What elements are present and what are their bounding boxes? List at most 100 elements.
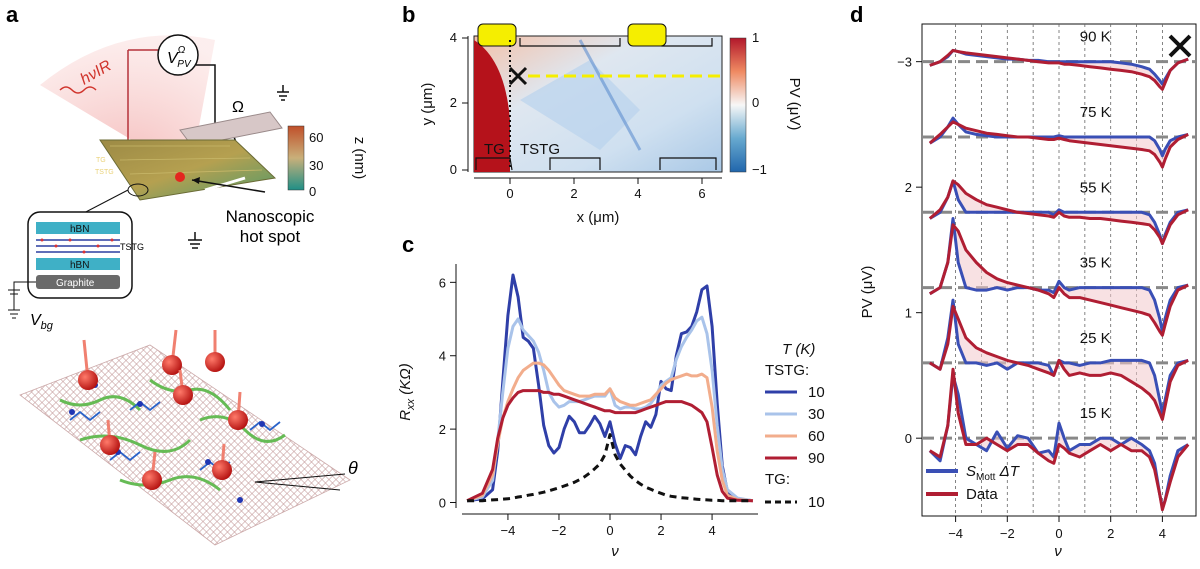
- d-data-line: [929, 367, 1190, 512]
- ground-icon: [277, 85, 289, 101]
- pv-blue-streak: [578, 39, 642, 151]
- c-series-line: [466, 361, 754, 503]
- z-colorbar-tick-30: 30: [309, 158, 323, 173]
- d-temperature-label: 35 K: [1080, 255, 1111, 272]
- b-xtick-6: 6: [698, 186, 705, 201]
- panel-c-letter: c: [402, 232, 414, 257]
- d-temperature-label: 25 K: [1080, 330, 1111, 347]
- c-xtick-label: −4: [501, 523, 516, 538]
- hbn-bottom-label: hBN: [70, 260, 89, 271]
- red-spins: [78, 329, 248, 490]
- battery-icon: [8, 289, 20, 295]
- zoom-line: [79, 189, 129, 216]
- hotspot-x-marker: [508, 66, 528, 86]
- hbn-top-layer: [36, 222, 120, 234]
- z-colorbar-tick-0: 0: [309, 184, 316, 199]
- top-contact-yellow-1: [477, 23, 517, 47]
- panel-c: c −4 −2 0 2 4 0 2 4 6 Rxx (KΩ) ν T (K) TSTG: 10 …: [397, 232, 825, 560]
- d-temperature-label: 75 K: [1080, 104, 1111, 121]
- c-lines: [466, 273, 754, 503]
- c-ytick-label: 2: [439, 422, 446, 437]
- d-lines: 15 K 25 K 35 K 55 K 75 K 90 K: [928, 29, 1190, 512]
- d-xtick-label: −2: [1000, 526, 1015, 541]
- c-legend: T (K) TSTG: 10 30 60 90 TG: 10: [765, 341, 825, 511]
- d-legend-smott: SMott ΔT: [966, 463, 1021, 483]
- c-legend-label-tg10: 10: [808, 494, 825, 511]
- pv-colorbar-tick-1: 1: [752, 30, 759, 45]
- pv-colorbar: [729, 37, 747, 173]
- d-xtick-label: −4: [948, 526, 963, 541]
- hotspot-label-line2: hot spot: [240, 227, 301, 246]
- b-ytick-0: 0: [450, 162, 457, 177]
- wire-right: [196, 64, 216, 150]
- d-ytick-label: 1: [905, 306, 912, 321]
- pv-hot-region: [474, 40, 510, 172]
- d-ylabel: PV (μV): [859, 266, 876, 319]
- vbg-label: Vbg: [30, 312, 54, 332]
- d-xtick-label: 2: [1107, 526, 1114, 541]
- c-legend-label-90: 90: [808, 450, 825, 467]
- c-series-line: [467, 433, 753, 503]
- tstg-device-label: TSTG: [95, 169, 114, 176]
- theta-line-2: [254, 481, 341, 491]
- pv-blue-region: [520, 60, 640, 150]
- c-xtick-label: −2: [552, 523, 567, 538]
- d-data-line: [929, 48, 1189, 91]
- d-data-line: [928, 179, 1189, 246]
- c-series-line: [466, 273, 754, 503]
- c-ylabel: Rxx (KΩ): [397, 363, 417, 420]
- d-xtick-label: 4: [1159, 526, 1166, 541]
- c-legend-tg: TG:: [765, 471, 790, 488]
- d-x-marker: [1168, 34, 1192, 58]
- hot-spot-marker: [175, 172, 185, 182]
- b-y-axis: 0 2 4 y (μm): [419, 30, 469, 177]
- tg-region-label: TG: [484, 141, 505, 158]
- c-ytick-label: 6: [439, 275, 446, 290]
- c-series-line: [466, 315, 754, 503]
- b-xtick-2: 2: [570, 186, 577, 201]
- d-data-line: [929, 304, 1189, 421]
- tstg-inset-label: TSTG: [120, 242, 144, 252]
- graphite-label: Graphite: [56, 278, 95, 289]
- b-xtick-4: 4: [634, 186, 641, 201]
- pv-colorbar-tick-0: 0: [752, 95, 759, 110]
- c-legend-tstg: TSTG:: [765, 362, 809, 379]
- hbn-bottom-layer: [36, 258, 120, 270]
- c-legend-label-30: 30: [808, 406, 825, 423]
- d-smott-line: [929, 298, 1189, 415]
- z-colorbar-tick-60: 60: [309, 130, 323, 145]
- b-x-axis: 0 2 4 6 x (μm): [474, 177, 722, 226]
- ground-icon-2: [188, 232, 202, 249]
- d-shaded-difference: [929, 218, 1189, 336]
- top-contact-yellow-2: [627, 23, 667, 47]
- c-ytick-label: 0: [439, 495, 446, 510]
- d-ytick-label: 2: [905, 180, 912, 195]
- hotspot-arrow: [191, 179, 266, 193]
- hotspot-arrowhead: [192, 177, 200, 184]
- panel-b-letter: b: [402, 2, 415, 27]
- d-data-line: [929, 223, 1189, 337]
- z-colorbar-label: z (nm): [351, 137, 368, 180]
- omega-label: Ω: [232, 99, 244, 116]
- pv-colorbar-tick-minus1: −1: [752, 162, 767, 177]
- scale-bar: [204, 176, 246, 192]
- hotspot-label-line1: Nanoscopic: [226, 207, 315, 226]
- graphene-atoms: [40, 238, 114, 254]
- d-shaded-difference: [929, 300, 1189, 420]
- d-smott-line: [929, 217, 1189, 333]
- c-ytick-label: 4: [439, 349, 446, 364]
- bottom-contacts: [475, 157, 717, 171]
- d-temperature-label: 15 K: [1080, 405, 1111, 422]
- b-xtick-0: 0: [506, 186, 513, 201]
- blue-paths: [69, 400, 281, 472]
- green-domain-walls: [59, 378, 286, 492]
- theta-label: θ: [348, 458, 358, 478]
- d-smott-line: [929, 179, 1189, 246]
- d-data-line: [928, 120, 1189, 169]
- vbg-wire: [13, 281, 36, 310]
- d-xtick-label: 0: [1055, 526, 1062, 541]
- c-legend-label-10: 10: [808, 384, 825, 401]
- ir-wave-icon: [59, 86, 97, 94]
- b-ytick-2: 2: [450, 95, 457, 110]
